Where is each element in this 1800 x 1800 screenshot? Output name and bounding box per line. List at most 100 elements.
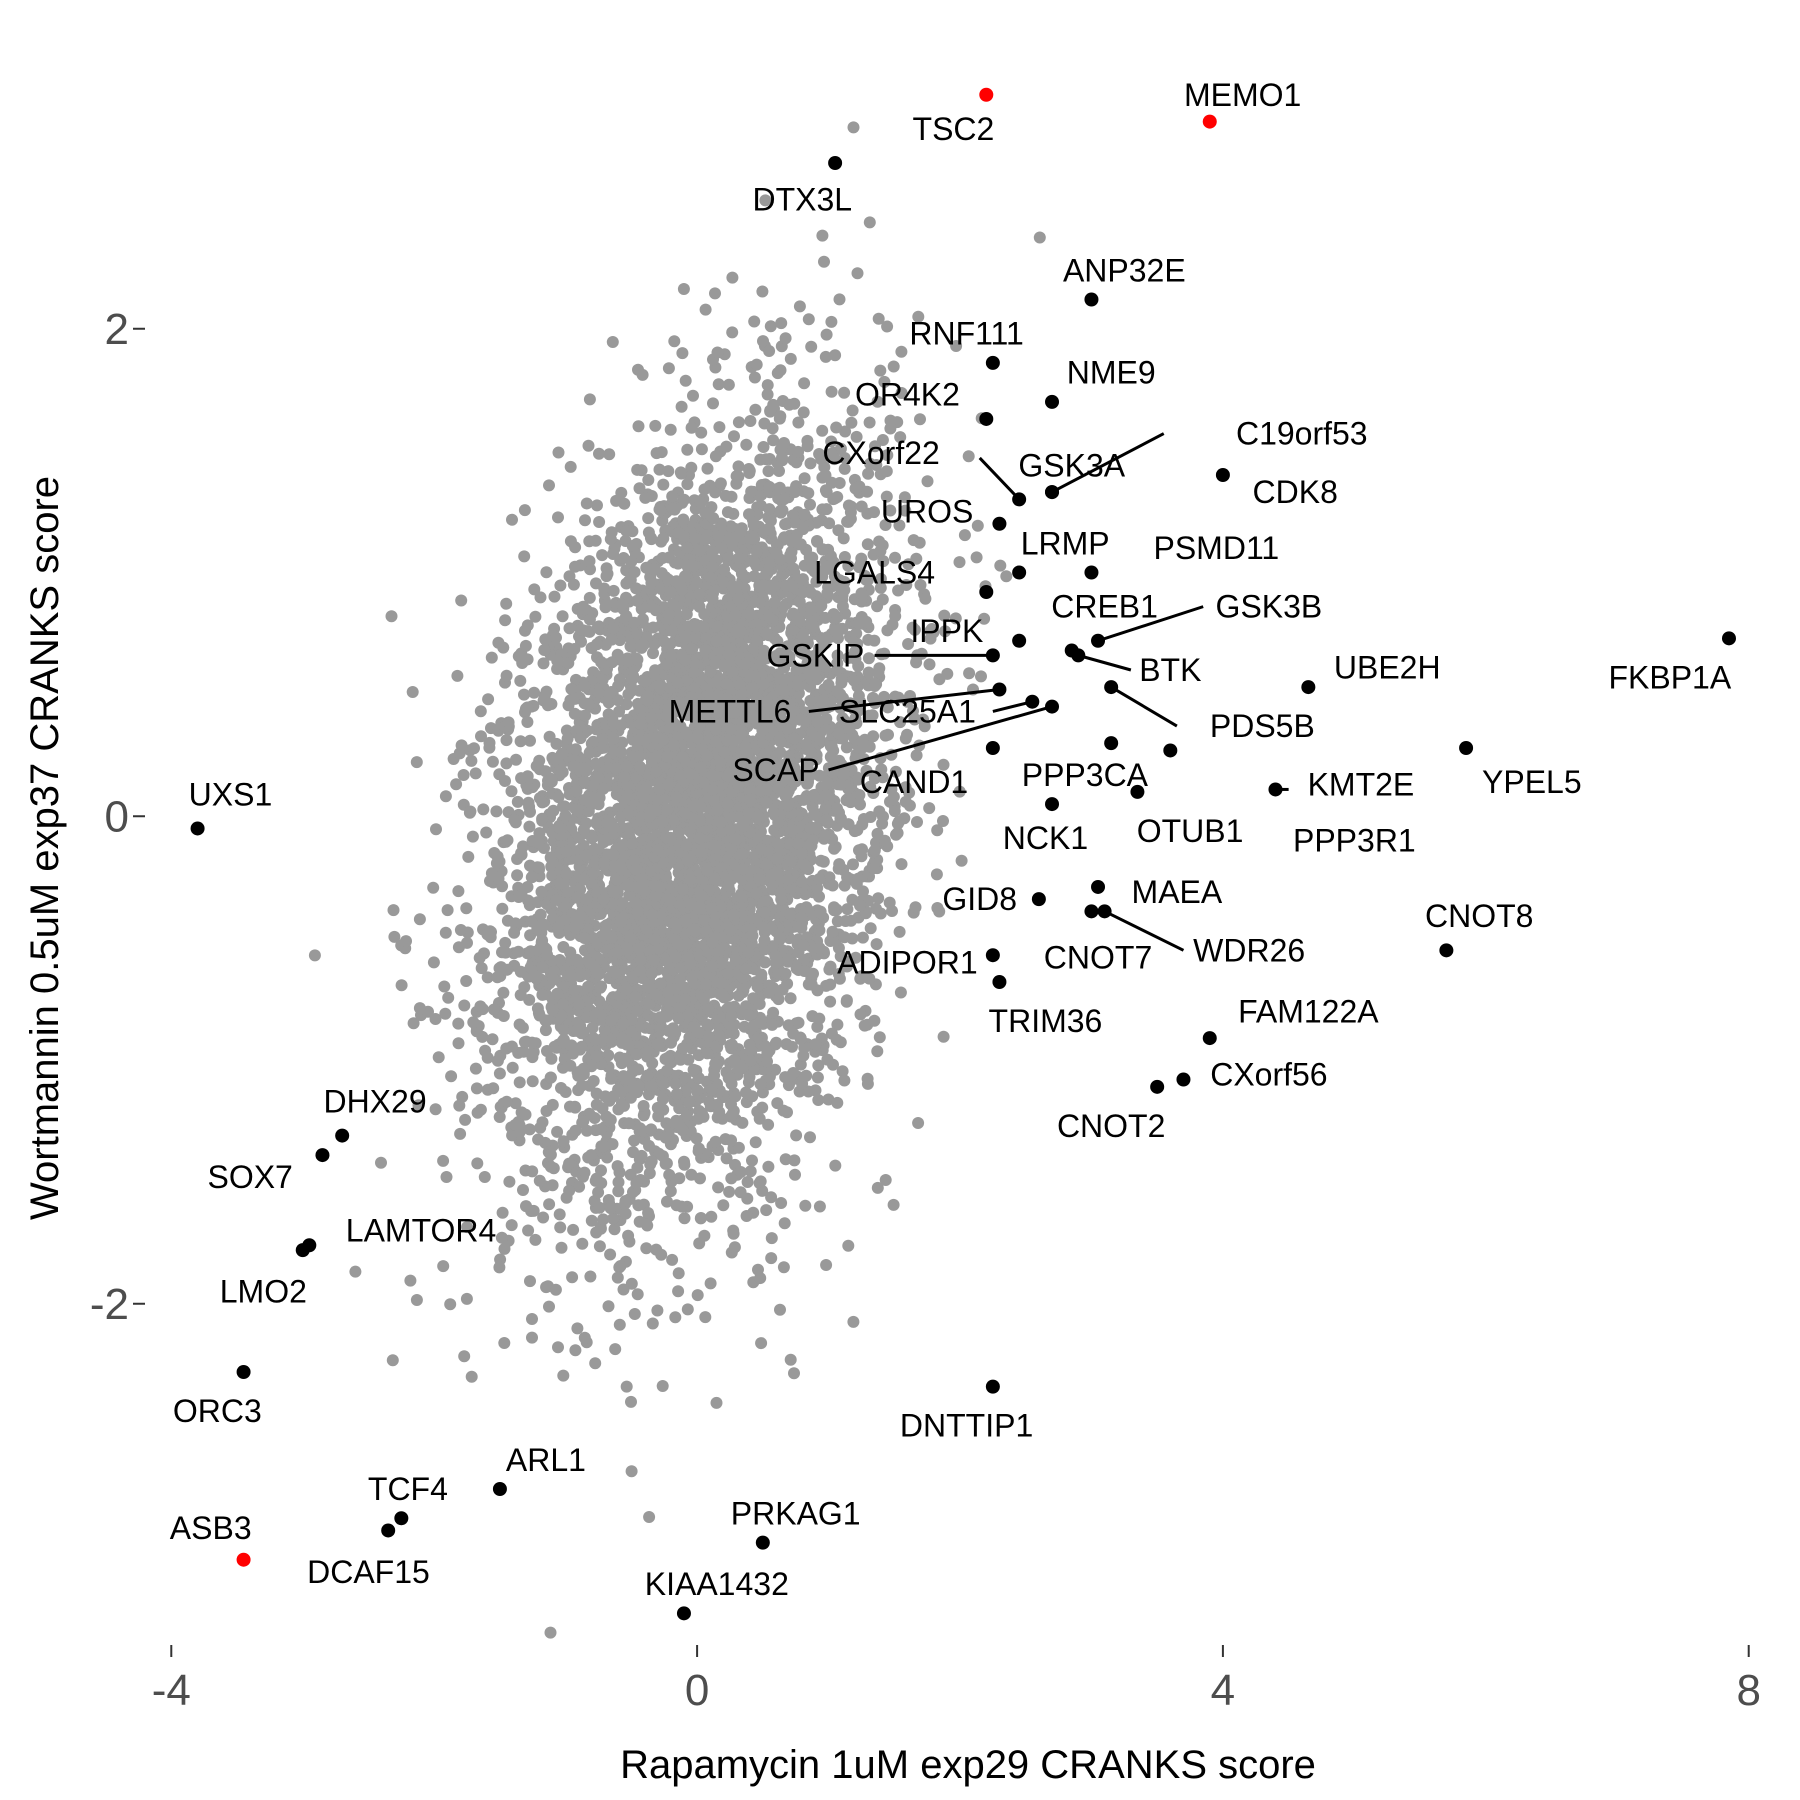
background-point bbox=[841, 903, 854, 916]
background-point bbox=[887, 790, 900, 803]
background-point bbox=[429, 1013, 442, 1025]
background-point bbox=[582, 439, 595, 452]
background-point bbox=[452, 1017, 465, 1030]
background-point bbox=[812, 1059, 825, 1072]
background-point bbox=[842, 560, 855, 572]
background-point bbox=[487, 1082, 500, 1095]
background-point bbox=[628, 854, 641, 867]
background-point bbox=[874, 907, 887, 920]
background-point bbox=[779, 1153, 792, 1166]
background-point bbox=[813, 1012, 826, 1025]
background-point bbox=[881, 320, 894, 333]
background-point bbox=[645, 1155, 658, 1168]
background-point bbox=[628, 1134, 641, 1147]
background-point bbox=[776, 504, 789, 517]
background-point bbox=[759, 194, 772, 207]
background-point bbox=[539, 633, 552, 646]
background-point bbox=[528, 583, 541, 596]
background-point bbox=[820, 503, 833, 516]
background-point bbox=[509, 1097, 522, 1110]
background-point bbox=[919, 592, 932, 605]
background-point bbox=[939, 625, 952, 638]
background-point bbox=[910, 749, 923, 762]
background-point bbox=[616, 598, 629, 611]
background-point bbox=[870, 938, 883, 951]
background-point bbox=[584, 1270, 597, 1283]
background-point bbox=[645, 576, 658, 589]
background-point bbox=[406, 686, 419, 698]
background-point bbox=[526, 1313, 538, 1325]
background-point bbox=[468, 742, 480, 755]
background-point bbox=[711, 346, 724, 359]
background-point bbox=[526, 1075, 539, 1088]
background-point bbox=[514, 735, 527, 748]
background-point bbox=[827, 555, 839, 568]
background-point bbox=[899, 504, 912, 517]
background-point bbox=[445, 1070, 458, 1083]
background-point bbox=[506, 513, 518, 526]
background-point bbox=[748, 315, 761, 328]
background-point bbox=[566, 1271, 579, 1284]
background-point bbox=[459, 1113, 472, 1126]
background-point-cloud bbox=[308, 121, 1046, 1639]
background-point bbox=[555, 1082, 567, 1094]
background-point bbox=[746, 1154, 758, 1167]
background-point bbox=[819, 469, 832, 482]
background-point bbox=[876, 817, 889, 830]
background-point bbox=[498, 1337, 511, 1349]
background-point bbox=[550, 737, 563, 750]
background-point bbox=[747, 1020, 760, 1033]
background-point bbox=[643, 1139, 655, 1152]
background-point bbox=[454, 1127, 467, 1140]
background-point bbox=[770, 1036, 783, 1049]
background-point bbox=[766, 422, 779, 435]
background-point bbox=[483, 741, 496, 754]
background-point bbox=[533, 754, 546, 767]
background-point bbox=[636, 368, 649, 381]
background-point bbox=[496, 902, 509, 915]
background-point bbox=[712, 1181, 725, 1194]
background-point bbox=[717, 1199, 730, 1212]
background-point bbox=[741, 1192, 754, 1205]
background-point bbox=[729, 954, 742, 967]
background-point bbox=[454, 924, 467, 936]
background-point bbox=[481, 1051, 494, 1064]
background-point bbox=[887, 360, 900, 373]
background-point bbox=[861, 538, 874, 551]
background-point bbox=[682, 1053, 695, 1066]
background-point bbox=[812, 1094, 825, 1106]
background-point bbox=[709, 450, 722, 463]
background-point bbox=[664, 1185, 677, 1198]
background-point bbox=[455, 594, 468, 607]
background-point bbox=[410, 756, 423, 769]
background-point bbox=[804, 457, 817, 470]
background-point bbox=[493, 1111, 506, 1123]
background-point bbox=[785, 1069, 798, 1082]
background-point bbox=[862, 666, 875, 679]
background-point bbox=[878, 375, 891, 388]
background-point bbox=[838, 462, 851, 475]
background-point bbox=[643, 1511, 656, 1523]
background-point bbox=[669, 1311, 682, 1324]
background-point bbox=[722, 378, 735, 391]
background-point bbox=[592, 1186, 605, 1199]
background-point bbox=[607, 622, 620, 635]
background-point bbox=[586, 832, 598, 845]
background-point bbox=[567, 1223, 580, 1236]
background-point bbox=[622, 1229, 635, 1242]
background-point bbox=[517, 1045, 530, 1058]
background-point bbox=[561, 732, 574, 745]
background-point bbox=[953, 785, 966, 798]
background-point bbox=[895, 345, 908, 358]
background-point bbox=[962, 450, 975, 463]
background-point bbox=[480, 826, 493, 839]
background-point bbox=[867, 730, 880, 743]
background-point bbox=[730, 477, 743, 490]
background-point bbox=[698, 483, 711, 496]
background-point bbox=[764, 320, 777, 333]
background-point bbox=[720, 1152, 733, 1165]
background-point bbox=[501, 963, 514, 976]
background-point bbox=[508, 813, 521, 826]
background-point bbox=[635, 872, 648, 884]
background-point bbox=[763, 345, 776, 357]
